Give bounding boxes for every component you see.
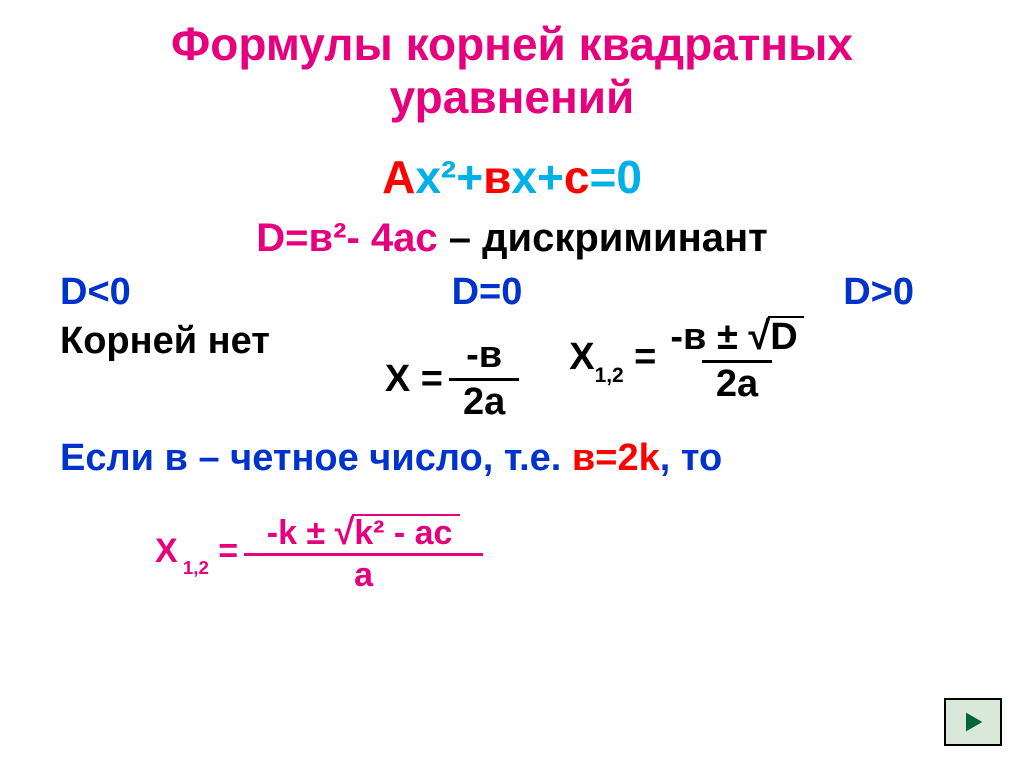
sqrt-k: √k² - ас (335, 514, 461, 552)
disc-d: D= (256, 216, 308, 260)
disc-b2: в² (309, 216, 347, 260)
no-roots-label: Корней нет (60, 320, 270, 363)
sqrt-d: √D (748, 316, 803, 358)
even-pre: Если в – четное число, т.е. (60, 437, 572, 479)
even-bk: в=2k (572, 437, 660, 479)
coef-a: А (382, 151, 415, 203)
term-x: х (511, 151, 537, 203)
disc-ac: ас (393, 216, 438, 260)
discriminant-line: D=в²- 4ас – дискриминант (0, 216, 1024, 261)
play-icon (959, 708, 987, 736)
double-root-formula: Х1,2 = -в ± √D 2а (569, 316, 812, 405)
case-eq: D=0 (452, 271, 523, 314)
coef-b: в (483, 151, 511, 203)
case-lt: D<0 (60, 271, 131, 314)
k-den: а (244, 553, 483, 594)
coef-c: с (564, 151, 590, 203)
double-root-fraction: -в ± √D 2а (662, 316, 811, 405)
x-double: Х1,2 = (569, 336, 656, 384)
disc-label: – дискриминант (438, 216, 768, 260)
plus-2: + (537, 151, 564, 203)
eq-zero: =0 (589, 151, 641, 203)
roots-row: Корней нет Х = -в 2а Х1,2 = -в ± √D 2а (0, 316, 1024, 423)
double-root-den: 2а (702, 360, 772, 405)
plus-1: + (456, 151, 483, 203)
single-root-fraction: -в 2а (449, 336, 519, 423)
single-root-formula: Х = -в 2а (385, 336, 519, 423)
disc-4: 4 (371, 216, 393, 260)
k-num: -k ± √k² - ас (253, 514, 475, 554)
disc-minus: - (346, 216, 370, 260)
case-gt: D>0 (843, 271, 914, 314)
even-post: , то (660, 437, 722, 479)
title-line2: уравнений (0, 71, 1024, 124)
title-line1: Формулы корней квадратных (0, 18, 1024, 71)
single-root-den: 2а (449, 378, 519, 423)
k-formula: Х 1,2 = -k ± √k² - ас а (0, 514, 1024, 594)
double-root-num: -в ± √D (662, 316, 811, 360)
k-x: Х 1,2 = (155, 532, 238, 575)
x-single: Х = (385, 358, 443, 401)
k-fraction: -k ± √k² - ас а (244, 514, 483, 594)
general-equation: Ах²+вх+с=0 (0, 150, 1024, 204)
next-button[interactable] (944, 698, 1002, 746)
cases-row: D<0 D=0 D>0 (0, 271, 1024, 314)
slide-title: Формулы корней квадратных уравнений (0, 0, 1024, 124)
single-root-num: -в (458, 336, 510, 378)
even-b-line: Если в – четное число, т.е. в=2k, то (0, 437, 1024, 480)
term-x2: х² (415, 151, 456, 203)
